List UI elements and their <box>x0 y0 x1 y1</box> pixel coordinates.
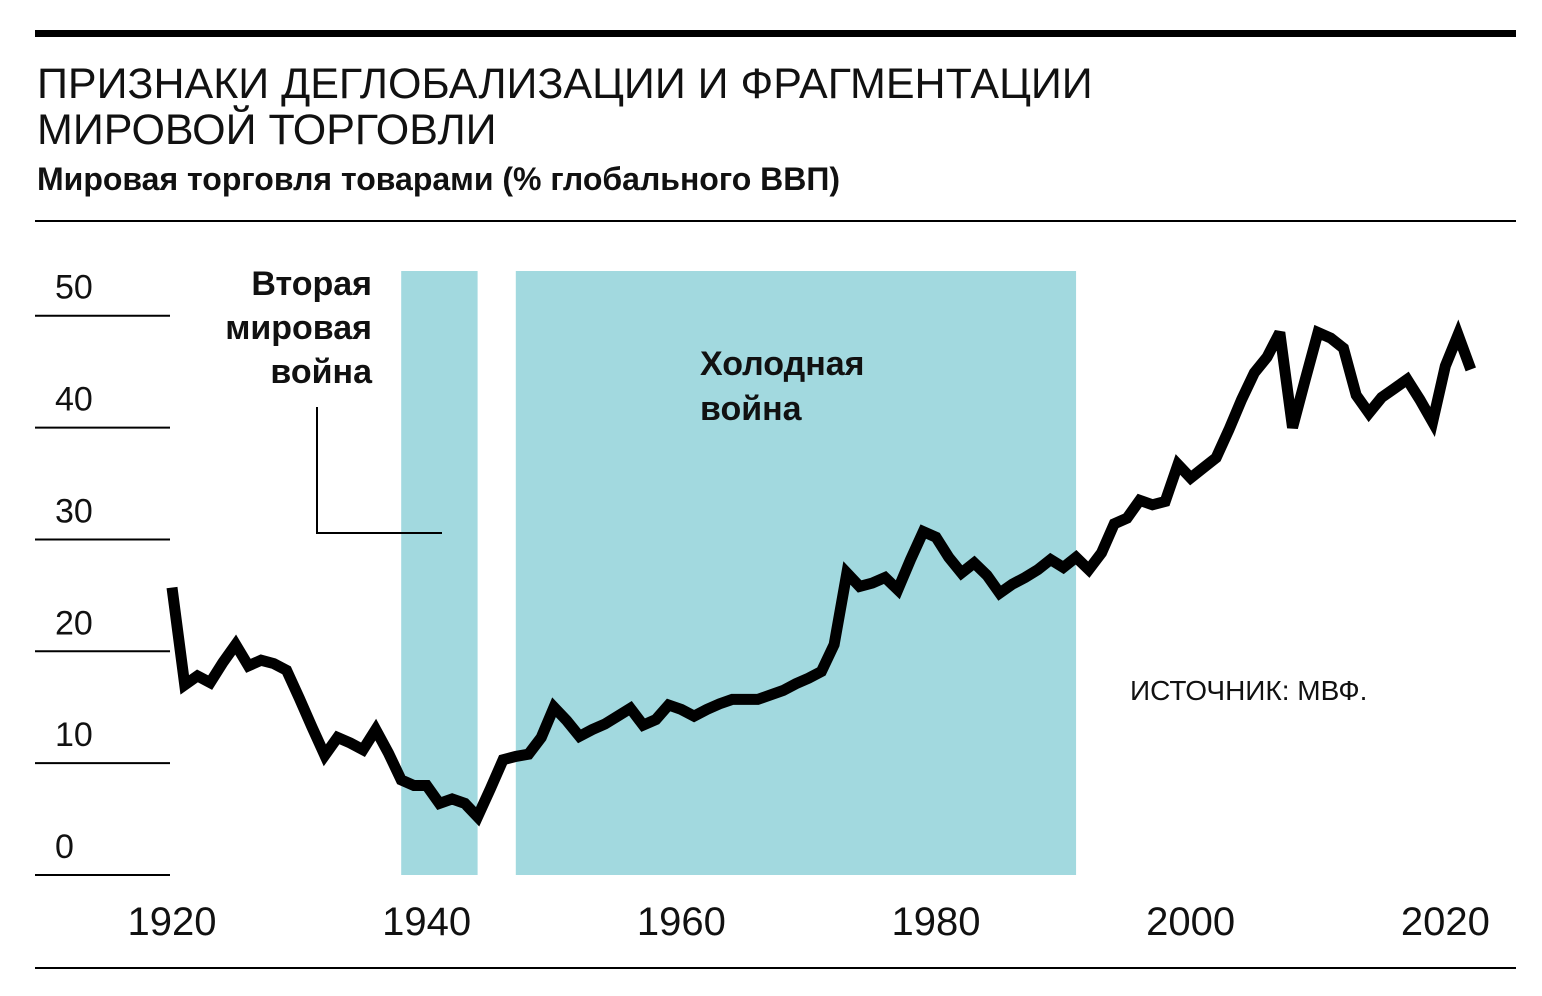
leader-line <box>316 407 442 534</box>
axes-layer: 0 10 20 30 40 50 1920 1940 1960 1980 2000 2020 <box>35 269 1490 944</box>
source-note: ИСТОЧНИК: МВФ. <box>1130 675 1367 706</box>
y-tick-label: 0 <box>55 828 74 866</box>
y-tick-label: 20 <box>55 604 93 642</box>
period-label: Холодная <box>700 345 865 383</box>
x-tick-label: 2000 <box>1146 900 1235 944</box>
x-tick-label: 1960 <box>637 900 726 944</box>
data-line <box>166 319 1476 827</box>
x-tick-label: 1920 <box>128 900 217 944</box>
y-tick-label: 50 <box>55 269 93 307</box>
period-label: мировая <box>225 309 372 347</box>
period-label: Вторая <box>251 265 372 303</box>
chart-title: МИРОВОЙ ТОРГОВЛИ <box>37 105 497 154</box>
chart-subtitle: Мировая торговля товарами (% глобального… <box>37 161 840 197</box>
x-tick-label: 2020 <box>1401 900 1490 944</box>
y-tick-label: 40 <box>55 381 93 419</box>
chart-title: ПРИЗНАКИ ДЕГЛОБАЛИЗАЦИИ И ФРАГМЕНТАЦИИ <box>37 60 1093 108</box>
plot-layer <box>166 319 1476 827</box>
period-shade <box>401 271 478 875</box>
period-label: война <box>700 390 803 428</box>
y-tick-label: 30 <box>55 492 93 530</box>
shade-layer: Вторая мировая война Холодная война <box>225 265 1077 875</box>
top-rule <box>35 30 1516 37</box>
x-tick-label: 1980 <box>892 900 981 944</box>
y-tick-label: 10 <box>55 716 93 754</box>
period-label: война <box>270 353 373 391</box>
x-tick-label: 1940 <box>382 900 471 944</box>
